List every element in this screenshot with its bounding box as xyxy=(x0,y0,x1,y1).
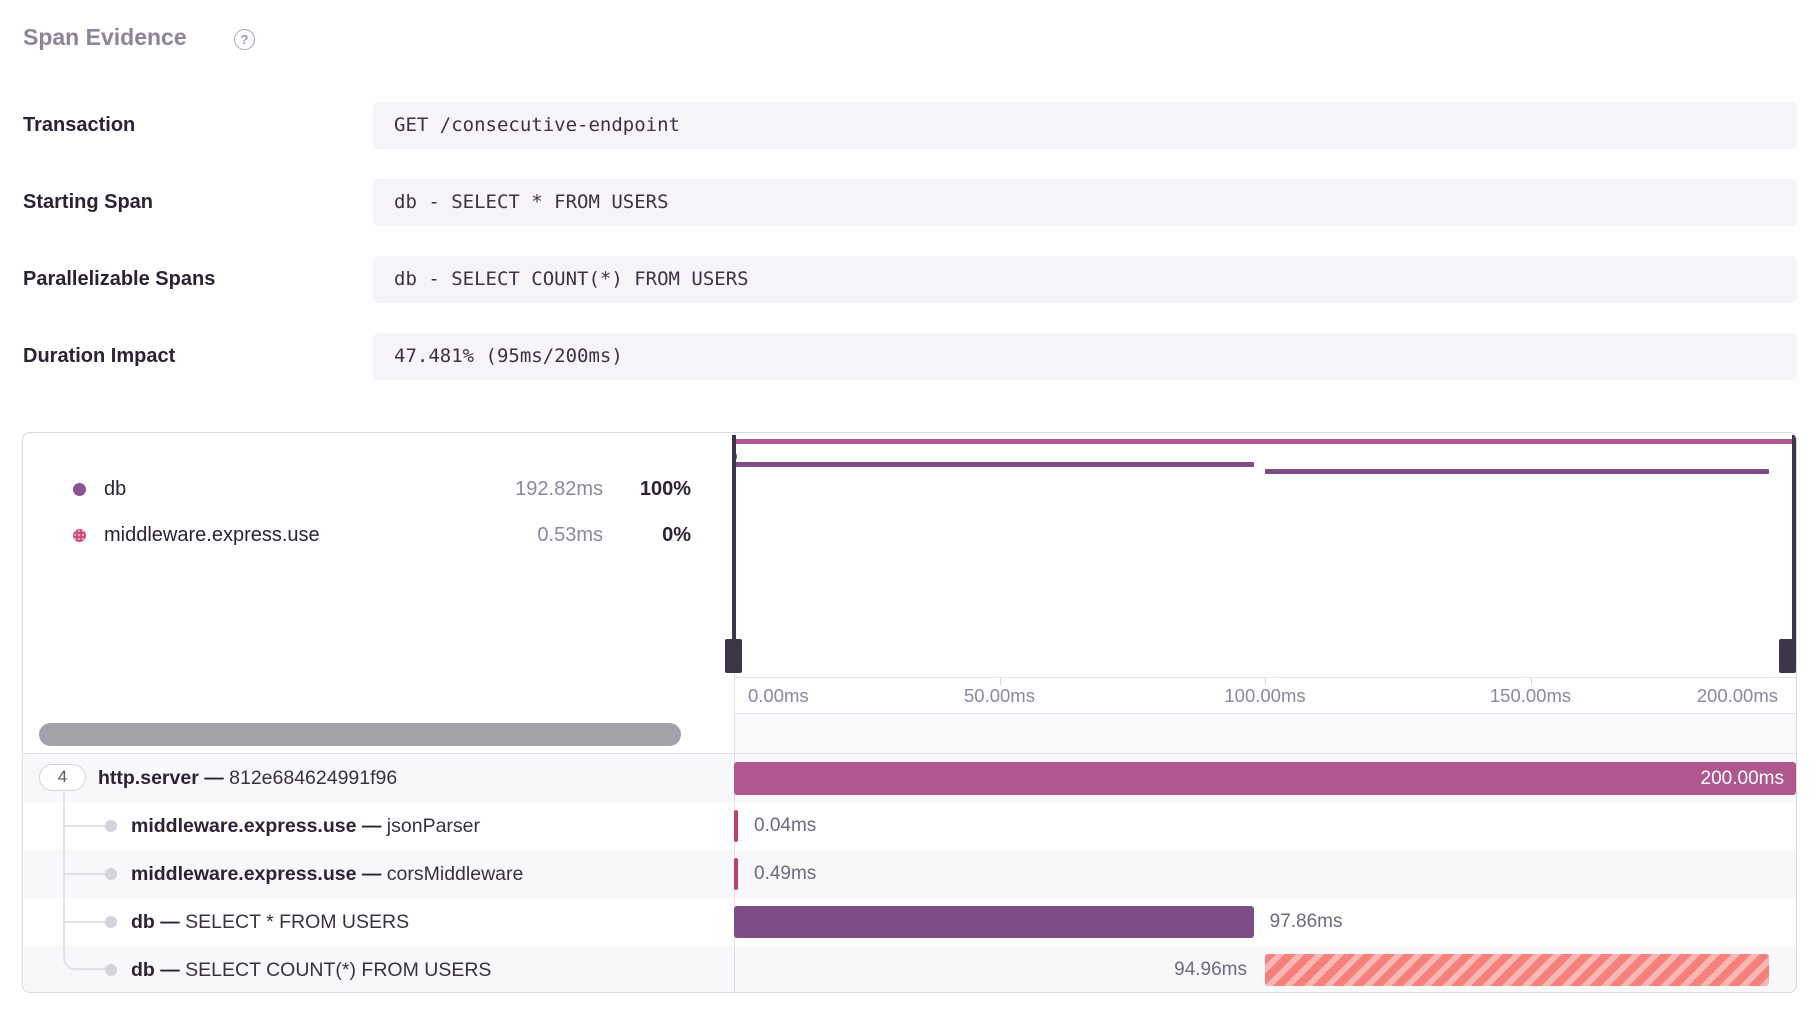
tree-connector-bullet xyxy=(105,868,117,880)
field-label-transaction: Transaction xyxy=(23,114,136,136)
minimap-span-line xyxy=(734,461,1254,467)
span-description: 812e684624991f96 xyxy=(229,767,398,789)
tree-connector-bullet xyxy=(105,964,117,976)
tree-connector-bullet xyxy=(105,916,117,928)
minimap-span-line xyxy=(734,439,1796,444)
axis-tick-mark xyxy=(1530,678,1532,685)
axis-tick-label: 50.00ms xyxy=(964,685,1035,706)
legend-item-db[interactable]: db 192.82ms 100% xyxy=(73,466,691,512)
tree-connector-line xyxy=(63,921,107,923)
legend-percent: 100% xyxy=(639,477,691,500)
field-value-duration-impact: 47.481% (95ms/200ms) xyxy=(373,333,1797,380)
legend-op-label: db xyxy=(104,477,127,500)
axis-tick-label: 200.00ms xyxy=(1696,685,1778,706)
span-tree-row[interactable] xyxy=(24,802,1796,850)
axis-tick-label: 150.00ms xyxy=(1489,685,1572,706)
minimap-viewport-left-line xyxy=(732,435,736,641)
span-legend: db 192.82ms 100% middleware.express.use … xyxy=(73,466,691,558)
span-op: middleware.express.use xyxy=(131,815,357,837)
panel-column-divider xyxy=(734,433,735,992)
field-value-parallelizable-spans: db - SELECT COUNT(*) FROM USERS xyxy=(373,256,1797,303)
span-separator: — xyxy=(154,959,186,981)
minimap-span-line xyxy=(1265,469,1770,474)
span-duration-bar[interactable]: 200.00ms xyxy=(734,762,1796,795)
legend-percent: 0% xyxy=(662,523,691,546)
span-duration-label: 0.04ms xyxy=(754,815,817,836)
span-row-label: db — SELECT COUNT(*) FROM USERS xyxy=(131,946,492,992)
span-tree-row[interactable] xyxy=(24,850,1796,898)
time-axis: 0.00ms 50.00ms 100.00ms 150.00ms 200.00m… xyxy=(734,677,1796,714)
span-separator: — xyxy=(356,863,387,885)
minimap-viewport-right-line xyxy=(1792,435,1796,641)
span-duration-bar[interactable] xyxy=(1265,954,1770,986)
span-op: middleware.express.use xyxy=(131,863,357,885)
axis-tick-label: 0.00ms xyxy=(748,685,809,706)
middleware-legend-dot xyxy=(73,528,86,542)
span-separator: — xyxy=(356,815,387,837)
tree-scrollbar-track xyxy=(23,714,1796,754)
span-separator: — xyxy=(198,767,230,789)
span-duration-label: 94.96ms xyxy=(1174,959,1247,980)
span-description: SELECT * FROM USERS xyxy=(185,911,410,933)
axis-tick-mark xyxy=(999,678,1001,685)
field-value-transaction: GET /consecutive-endpoint xyxy=(373,102,1797,149)
span-op: db xyxy=(131,959,155,981)
axis-tick-mark xyxy=(1265,678,1266,685)
span-row-label: middleware.express.use — corsMiddleware xyxy=(131,850,523,898)
tree-scrollbar-thumb[interactable] xyxy=(39,723,681,746)
span-duration-bar[interactable] xyxy=(734,906,1254,938)
span-duration-label: 0.49ms xyxy=(754,863,817,884)
field-label-parallelizable-spans: Parallelizable Spans xyxy=(23,268,216,290)
field-label-duration-impact: Duration Impact xyxy=(23,345,176,367)
minimap-viewport-right-handle[interactable] xyxy=(1779,639,1796,673)
span-op: http.server xyxy=(98,767,199,789)
span-duration-label: 97.86ms xyxy=(1269,911,1343,932)
span-duration-bar[interactable] xyxy=(734,858,738,890)
span-duration-label: 200.00ms xyxy=(1700,768,1784,789)
tree-connector-bullet xyxy=(105,820,117,832)
db-legend-dot xyxy=(73,482,86,496)
legend-duration: 192.82ms xyxy=(515,477,603,500)
axis-tick-label: 100.00ms xyxy=(1224,685,1306,706)
span-description: SELECT COUNT(*) FROM USERS xyxy=(185,959,492,981)
span-count-badge[interactable]: 4 xyxy=(39,764,86,791)
span-row-label: http.server — 812e684624991f96 xyxy=(98,754,397,802)
page-title: Span Evidence xyxy=(23,24,187,50)
span-separator: — xyxy=(154,911,186,933)
legend-op-label: middleware.express.use xyxy=(104,523,320,546)
field-label-starting-span: Starting Span xyxy=(23,191,154,213)
scroll-row-right-fill xyxy=(734,714,1796,753)
legend-item-middleware[interactable]: middleware.express.use 0.53ms 0% xyxy=(73,512,691,558)
span-op: db xyxy=(131,911,155,933)
waterfall-panel: db 192.82ms 100% middleware.express.use … xyxy=(22,432,1797,993)
span-description: corsMiddleware xyxy=(386,863,524,885)
tree-connector-line xyxy=(63,825,107,827)
legend-duration: 0.53ms xyxy=(537,523,603,546)
minimap-viewport-left-handle[interactable] xyxy=(725,639,742,673)
span-row-label: middleware.express.use — jsonParser xyxy=(131,802,480,850)
span-duration-bar[interactable] xyxy=(734,810,738,842)
field-value-starting-span: db - SELECT * FROM USERS xyxy=(373,179,1797,226)
span-description: jsonParser xyxy=(386,815,481,837)
tree-connector-line xyxy=(63,873,107,875)
span-row-label: db — SELECT * FROM USERS xyxy=(131,898,409,946)
help-icon[interactable]: ? xyxy=(234,29,255,50)
tree-connector-elbow xyxy=(63,791,107,970)
